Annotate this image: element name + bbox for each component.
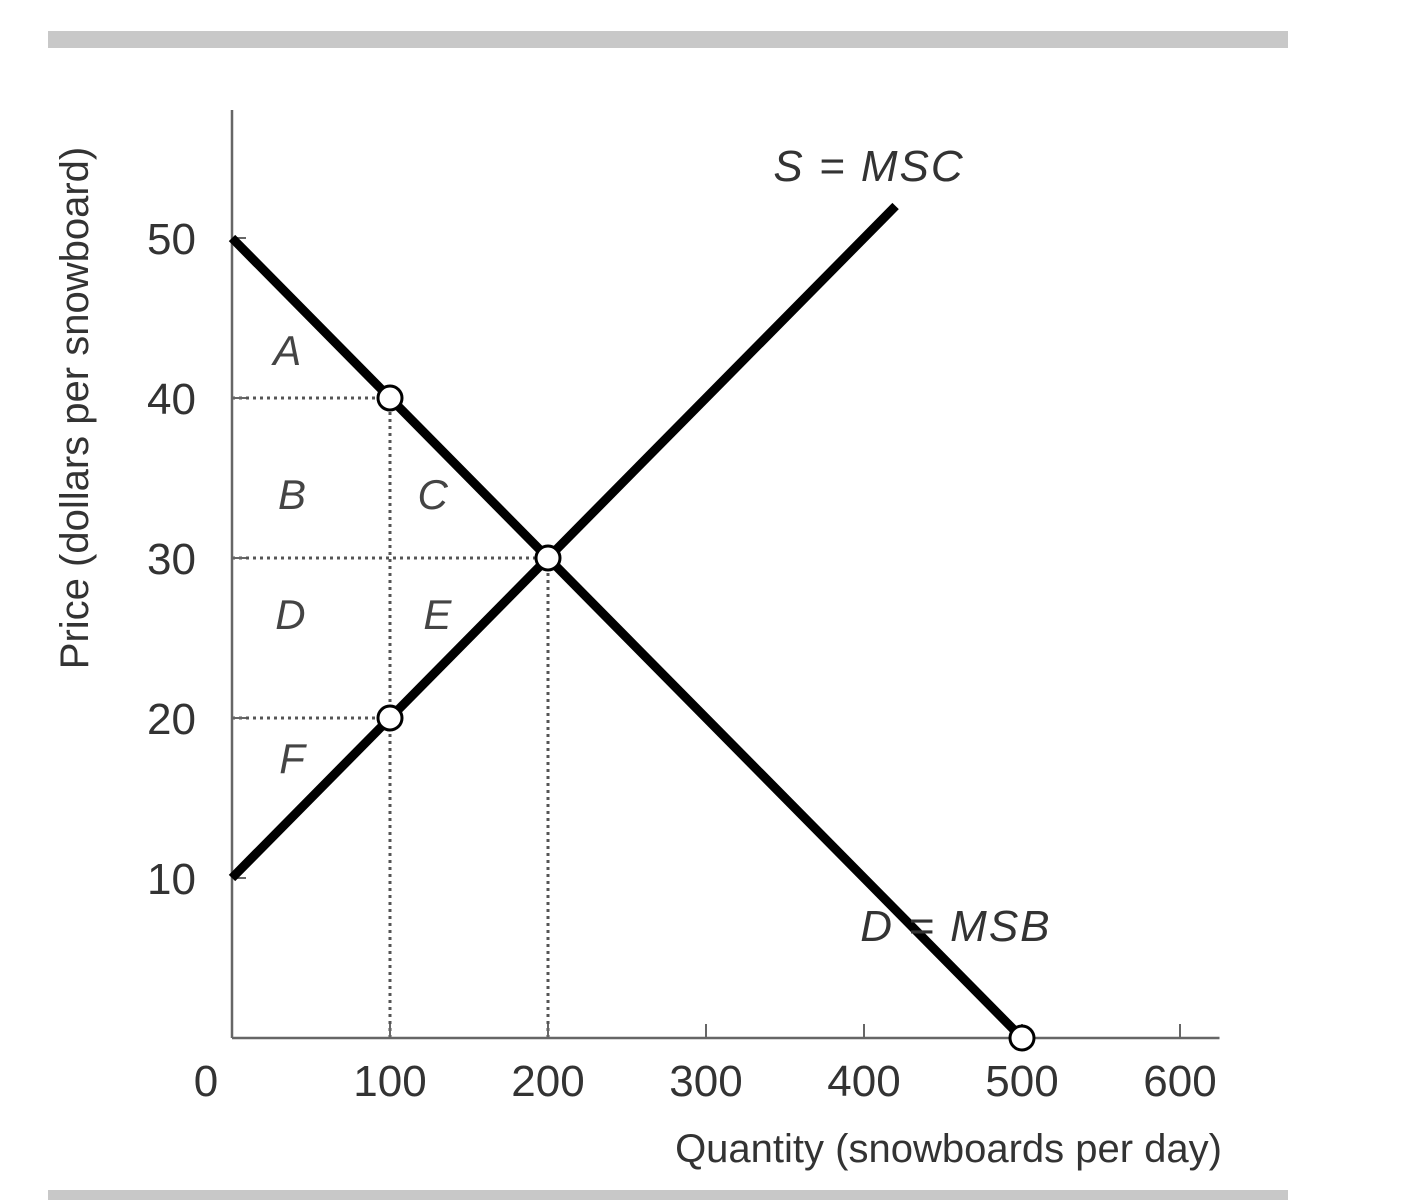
y-tick-label: 30 <box>147 535 196 584</box>
labels-layer: S = MSC D = MSB A B C D E F <box>270 142 1051 951</box>
x-tick-label: 300 <box>669 1057 742 1106</box>
axes-layer: 100 200 300 400 500 600 10 20 30 40 50 <box>147 110 1220 1106</box>
data-point <box>534 544 562 572</box>
region-label-f: F <box>279 735 307 782</box>
demand-line <box>228 234 1026 1042</box>
x-tick-label: 200 <box>511 1057 584 1106</box>
bottom-rule <box>48 1190 1288 1200</box>
region-label-c: C <box>417 471 448 518</box>
series-layer <box>228 202 1026 1042</box>
x-axis-title: Quantity (snowboards per day) <box>675 1127 1222 1171</box>
x-tick-label: 400 <box>827 1057 900 1106</box>
y-tick-label: 40 <box>147 375 196 424</box>
origin-label: 0 <box>194 1057 218 1106</box>
y-tick-label: 10 <box>147 855 196 904</box>
region-label-a: A <box>270 327 301 374</box>
x-tick-label: 600 <box>1143 1057 1216 1106</box>
region-label-e: E <box>423 591 452 638</box>
x-tick-label: 500 <box>985 1057 1058 1106</box>
data-point <box>376 704 404 732</box>
points-layer <box>376 384 1036 1052</box>
y-tick-label: 20 <box>147 695 196 744</box>
data-point <box>1008 1024 1036 1052</box>
y-tick-label: 50 <box>147 215 196 264</box>
supply-label: S = MSC <box>773 142 964 191</box>
region-label-d: D <box>275 591 305 638</box>
top-rule <box>48 31 1288 48</box>
region-label-b: B <box>278 471 306 518</box>
demand-label: D = MSB <box>860 902 1051 951</box>
guides-layer <box>232 396 550 1038</box>
supply-line <box>228 202 899 882</box>
data-point <box>376 384 404 412</box>
x-tick-label: 100 <box>353 1057 426 1106</box>
y-axis-title: Price (dollars per snowboard) <box>53 147 97 669</box>
